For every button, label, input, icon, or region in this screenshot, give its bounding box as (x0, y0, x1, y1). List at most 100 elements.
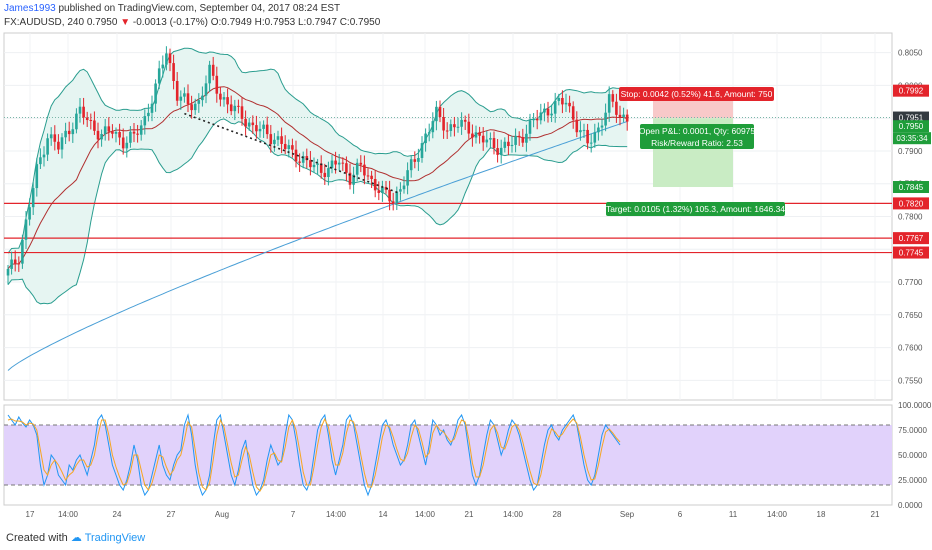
candle-body (237, 105, 240, 107)
candle-body (604, 112, 607, 126)
candle-body (67, 130, 71, 135)
candle-body (35, 164, 39, 189)
candle-body (291, 145, 294, 150)
published-text: published on TradingView.com, September … (58, 3, 341, 14)
candle-body (269, 134, 273, 145)
candle-body (589, 142, 593, 144)
candle-body (49, 134, 53, 139)
candle-body (251, 122, 255, 126)
candle-body (139, 125, 143, 135)
candle-body (183, 93, 186, 97)
price-tick-label: 0.7900 (898, 147, 923, 156)
candle-body (528, 120, 532, 134)
candle-body (561, 97, 564, 105)
candle-body (129, 131, 132, 143)
candle-body (71, 129, 75, 135)
candle-body (107, 126, 111, 132)
candle-body (499, 147, 503, 155)
candle-body (258, 128, 262, 132)
candle-body (496, 148, 499, 155)
candle-body (402, 185, 406, 190)
trendline[interactable] (184, 112, 401, 195)
candle-body (204, 83, 208, 96)
candle-body (481, 135, 485, 143)
candle-body (96, 130, 100, 140)
candle-body (543, 108, 546, 113)
candle-body (323, 172, 327, 178)
candle-body (244, 118, 247, 127)
candle-body (366, 175, 370, 177)
candle-body (463, 119, 467, 122)
candle-body (39, 157, 42, 165)
candle-body (553, 100, 557, 114)
time-tick-label: 14:00 (415, 510, 436, 519)
ohlc-values: O:0.7949 H:0.7953 L:0.7947 C:0.7950 (210, 17, 381, 28)
candle-body (222, 97, 226, 100)
candle-body (255, 125, 258, 132)
created-with-text: Created with (6, 532, 68, 544)
tradingview-brand[interactable]: TradingView (84, 532, 146, 544)
slow-moving-average (7, 121, 628, 371)
price-badge (893, 84, 929, 97)
candle-body (82, 106, 85, 118)
stoch-k-line (7, 413, 621, 497)
candle-body (78, 106, 82, 114)
candle-body (233, 105, 237, 112)
candle-body (190, 104, 193, 111)
target-label-box (606, 202, 785, 216)
candle-body (46, 138, 49, 155)
candle-body (424, 133, 427, 144)
candle-body (399, 189, 402, 192)
candle-body (586, 129, 589, 144)
author-link[interactable]: James1993 (4, 3, 56, 14)
candle-body (172, 63, 175, 81)
price-tick-label: 0.7650 (898, 311, 923, 320)
candle-body (417, 157, 420, 162)
level-badge-label: 0.7767 (899, 234, 924, 243)
pnl-label-box (640, 124, 754, 149)
stop-label-box (619, 87, 774, 101)
candle-body (136, 133, 139, 135)
candle-body (247, 122, 251, 127)
candle-body (532, 118, 535, 121)
price-tick-label: 0.7550 (898, 376, 923, 385)
candle-body (89, 120, 93, 122)
candle-body (132, 131, 136, 134)
candle-body (467, 121, 471, 134)
candle-body (125, 142, 129, 149)
candle-body (420, 143, 424, 158)
candle-body (460, 119, 463, 127)
price-tick-label: 0.7600 (898, 344, 923, 353)
candle-body (114, 132, 118, 134)
candle-body (517, 135, 521, 138)
candle-body (28, 207, 31, 220)
candle-body (550, 113, 553, 116)
time-tick-label: 14:00 (767, 510, 788, 519)
candle-body (150, 103, 154, 113)
footer: Created with ☁ TradingView (6, 531, 145, 544)
candle-body (492, 138, 496, 149)
price-tick-label: 0.7800 (898, 213, 923, 222)
price-badge-label: 0.7845 (899, 183, 924, 192)
candle-body (240, 106, 244, 119)
candle-body (525, 133, 528, 143)
candle-body (388, 189, 391, 202)
candle-body (593, 132, 597, 143)
candle-body (431, 121, 435, 133)
candle-body (618, 114, 622, 117)
candle-body (575, 119, 579, 133)
candle-body (265, 124, 269, 135)
candle-body (611, 94, 615, 102)
candle-body (510, 144, 514, 147)
price-badge (893, 181, 929, 194)
candle-body (273, 139, 276, 145)
candle-body (409, 159, 413, 171)
candle-body (453, 124, 456, 128)
candle-body (316, 163, 319, 165)
candle-body (597, 127, 600, 133)
candle-body (568, 102, 571, 107)
price-tick-label: 0.7700 (898, 278, 923, 287)
candle-body (341, 162, 345, 164)
candle-body (352, 174, 355, 185)
